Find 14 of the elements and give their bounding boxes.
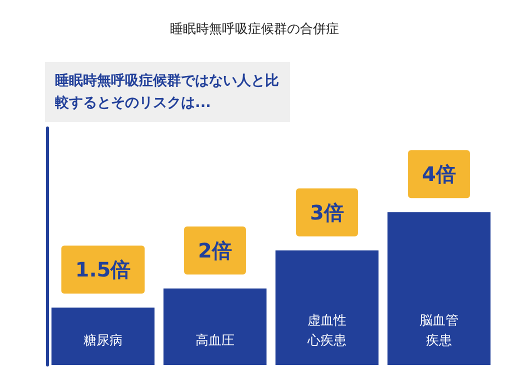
x-tick-label: 脳血管疾患 [420,314,458,348]
text: 睡眠時無呼吸症候群ではない人と比較するとそのリスクは... [54,72,279,111]
x-tick-label: 高血圧 [196,332,234,348]
data-label: 3倍 [310,200,344,224]
data-label: 1.5倍 [75,258,131,282]
x-tick-label: 虚血性心疾患 [306,314,346,348]
bar [51,308,155,365]
bar [387,212,491,365]
data-label: 4倍 [422,162,456,186]
bar [275,250,379,365]
chart-title: 睡眠時無呼吸症候群の合併症 [170,22,339,37]
x-tick-label: 糖尿病 [84,334,122,348]
data-label: 2倍 [198,238,232,263]
bar [163,288,267,365]
